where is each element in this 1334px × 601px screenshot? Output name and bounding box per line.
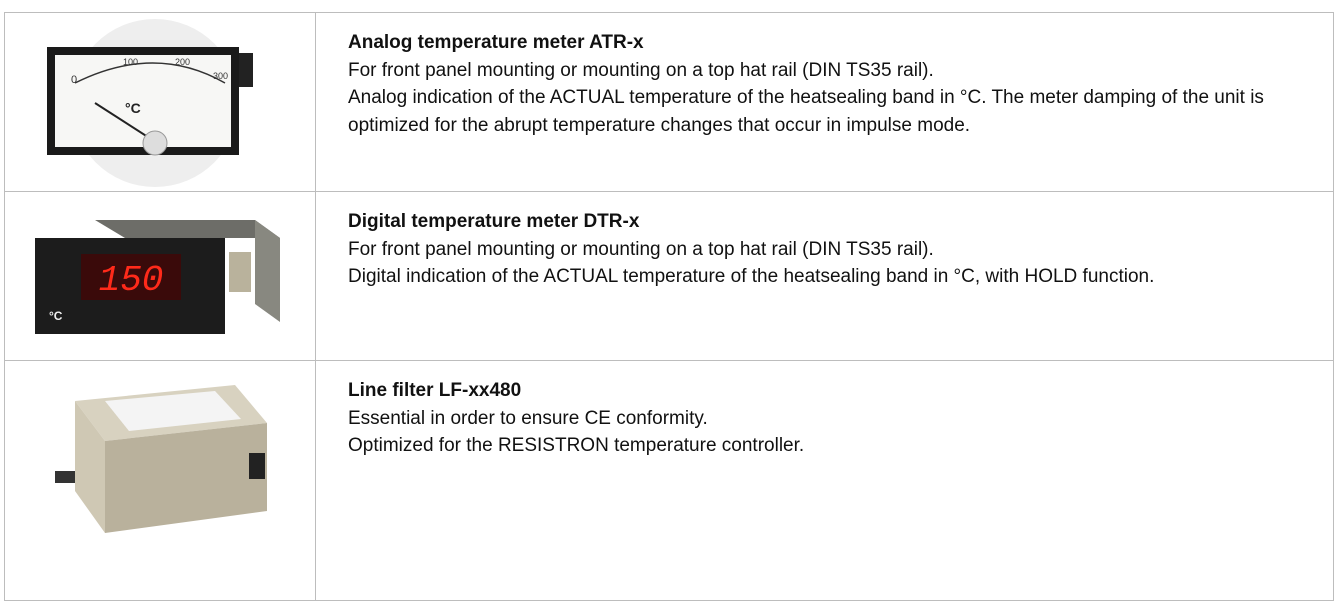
page: 0 100 200 300 °C Analog temperature mete… (0, 0, 1334, 588)
text-cell: Digital temperature meter DTR-x For fron… (316, 192, 1334, 361)
item-line: Analog indication of the ACTUAL temperat… (348, 84, 1333, 139)
digital-meter-image: 150 °C (5, 192, 315, 360)
text-cell: Analog temperature meter ATR-x For front… (316, 13, 1334, 192)
item-line: For front panel mounting or mounting on … (348, 57, 1333, 85)
analog-meter-image: 0 100 200 300 °C (5, 13, 315, 191)
item-line: Digital indication of the ACTUAL tempera… (348, 263, 1333, 291)
item-title: Line filter LF-xx480 (348, 377, 1333, 405)
product-table: 0 100 200 300 °C Analog temperature mete… (4, 12, 1334, 601)
svg-text:°C: °C (125, 100, 141, 116)
svg-text:°C: °C (49, 309, 63, 323)
item-line: For front panel mounting or mounting on … (348, 236, 1333, 264)
text-cell: Line filter LF-xx480 Essential in order … (316, 361, 1334, 601)
svg-text:100: 100 (123, 57, 138, 67)
item-line: Essential in order to ensure CE conformi… (348, 405, 1333, 433)
row: 150 °C Digital temperature meter DTR-x F… (5, 192, 1334, 361)
svg-text:0: 0 (71, 74, 77, 86)
image-cell: 150 °C (5, 192, 316, 361)
svg-text:300: 300 (213, 71, 228, 81)
item-title: Digital temperature meter DTR-x (348, 208, 1333, 236)
line-filter-image (5, 361, 315, 591)
image-cell: 0 100 200 300 °C (5, 13, 316, 192)
row: Line filter LF-xx480 Essential in order … (5, 361, 1334, 601)
item-line: Optimized for the RESISTRON temperature … (348, 432, 1333, 460)
svg-text:150: 150 (99, 260, 164, 301)
svg-text:200: 200 (175, 57, 190, 67)
image-cell (5, 361, 316, 601)
item-title: Analog temperature meter ATR-x (348, 29, 1333, 57)
row: 0 100 200 300 °C Analog temperature mete… (5, 13, 1334, 192)
